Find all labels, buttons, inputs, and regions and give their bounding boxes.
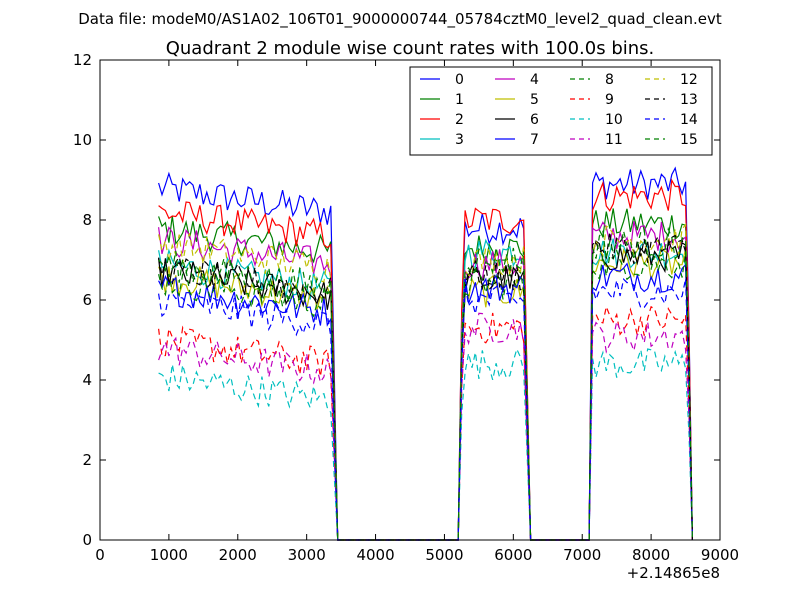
legend-label-4: 4 — [530, 72, 539, 88]
x-tick-label: 7000 — [563, 546, 601, 564]
y-tick-label: 12 — [73, 51, 92, 69]
legend-label-13: 13 — [680, 92, 698, 108]
legend-label-1: 1 — [455, 92, 464, 108]
legend-label-8: 8 — [605, 72, 614, 88]
x-tick-label: 8000 — [632, 546, 670, 564]
y-tick-label: 2 — [82, 451, 92, 469]
legend-label-3: 3 — [455, 132, 464, 148]
legend-label-5: 5 — [530, 92, 539, 108]
series-line-9 — [158, 304, 693, 541]
x-offset-label: +2.14865e8 — [627, 564, 720, 582]
y-tick-label: 4 — [82, 371, 92, 389]
x-tick-label: 5000 — [425, 546, 463, 564]
legend-label-9: 9 — [605, 92, 614, 108]
x-tick-label: 4000 — [356, 546, 394, 564]
x-tick-label: 0 — [95, 546, 105, 564]
y-tick-label: 10 — [73, 131, 92, 149]
legend-label-10: 10 — [605, 112, 623, 128]
legend-label-2: 2 — [455, 112, 464, 128]
series-line-15 — [158, 226, 693, 541]
chart-title: Quadrant 2 module wise count rates with … — [166, 38, 655, 59]
legend-label-11: 11 — [605, 132, 623, 148]
x-tick-label: 2000 — [219, 546, 257, 564]
legend-label-6: 6 — [530, 112, 539, 128]
legend-label-14: 14 — [680, 112, 698, 128]
legend-label-12: 12 — [680, 72, 698, 88]
x-tick-label: 6000 — [494, 546, 532, 564]
x-tick-label: 9000 — [701, 546, 739, 564]
legend-label-7: 7 — [530, 132, 539, 148]
legend-box — [409, 66, 713, 156]
x-tick-label: 1000 — [150, 546, 188, 564]
plot-frame — [99, 59, 721, 541]
legend-label-0: 0 — [455, 72, 464, 88]
series-line-13 — [158, 231, 693, 541]
y-tick-label: 6 — [82, 291, 92, 309]
x-tick-label: 3000 — [288, 546, 326, 564]
y-tick-label: 0 — [82, 531, 92, 549]
supertitle: Data file: modeM0/AS1A02_106T01_90000007… — [78, 10, 722, 29]
axes-layer: 0 1000 2000 3000 4000 5000 6000 7000 8000 9000 0 2 4… — [73, 51, 739, 564]
series-line-12 — [158, 222, 693, 541]
legend-label-15: 15 — [680, 132, 698, 148]
y-tick-label: 8 — [82, 211, 92, 229]
